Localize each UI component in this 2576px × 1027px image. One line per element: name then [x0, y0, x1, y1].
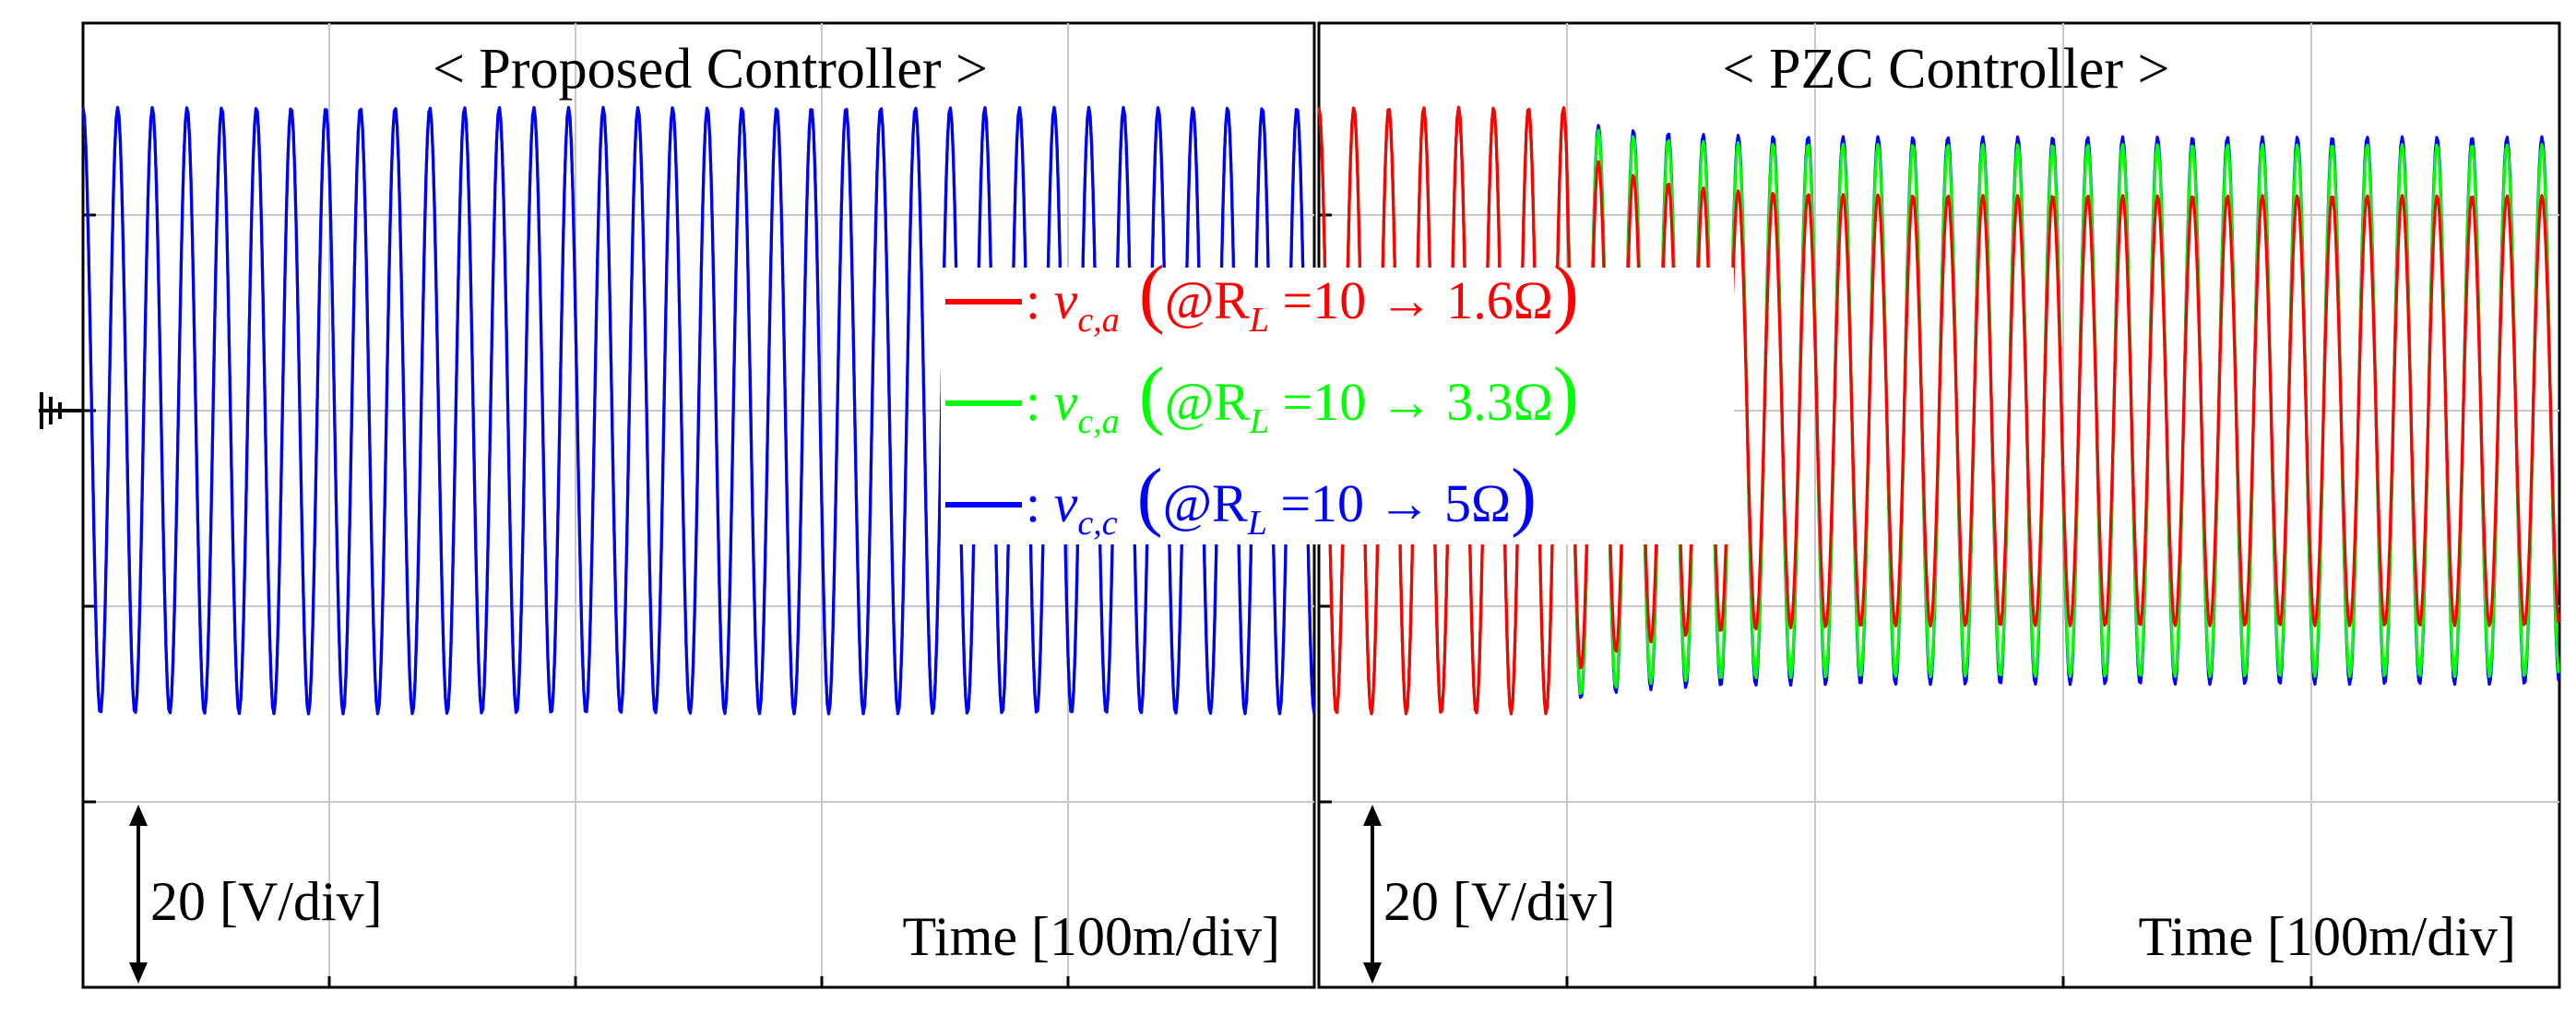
- legend-label: : vc,a (@RL =10 → 3.3Ω): [1026, 352, 1579, 441]
- panel-traces: [1317, 105, 2560, 716]
- panel-traces: [81, 105, 1316, 716]
- legend-label: : vc,c (@RL =10 → 5Ω): [1026, 453, 1537, 543]
- time-label: Time [100m/div]: [2139, 906, 2516, 967]
- legend: : vc,a (@RL =10 → 1.6Ω) : vc,a (@RL =10 →…: [941, 250, 1734, 544]
- legend-entry: : vc,a (@RL =10 → 3.3Ω): [945, 352, 1579, 441]
- panel-grid: [83, 23, 1314, 987]
- ydiv-label: 20 [V/div]: [150, 871, 383, 932]
- ydiv-arrow: [1363, 805, 1382, 984]
- panel-ticks: [83, 213, 1070, 987]
- panel-title: < Proposed Controller >: [433, 38, 988, 101]
- panel-title: < PZC Controller >: [1723, 38, 2170, 101]
- ydiv-arrow: [129, 805, 148, 984]
- panel-proposed-controller: < Proposed Controller > 20 [V/div] Time …: [81, 21, 1316, 989]
- ground-marker-icon: [39, 392, 83, 429]
- ydiv-label: 20 [V/div]: [1383, 871, 1616, 932]
- legend-entry: : vc,a (@RL =10 → 1.6Ω): [945, 250, 1579, 340]
- legend-entry: : vc,c (@RL =10 → 5Ω): [945, 453, 1537, 543]
- legend-label: : vc,a (@RL =10 → 1.6Ω): [1026, 250, 1579, 340]
- trace-line-2: [81, 105, 1316, 716]
- legend-box: [941, 268, 1734, 544]
- trace-line-2: [1317, 105, 2560, 716]
- time-label: Time [100m/div]: [903, 906, 1280, 967]
